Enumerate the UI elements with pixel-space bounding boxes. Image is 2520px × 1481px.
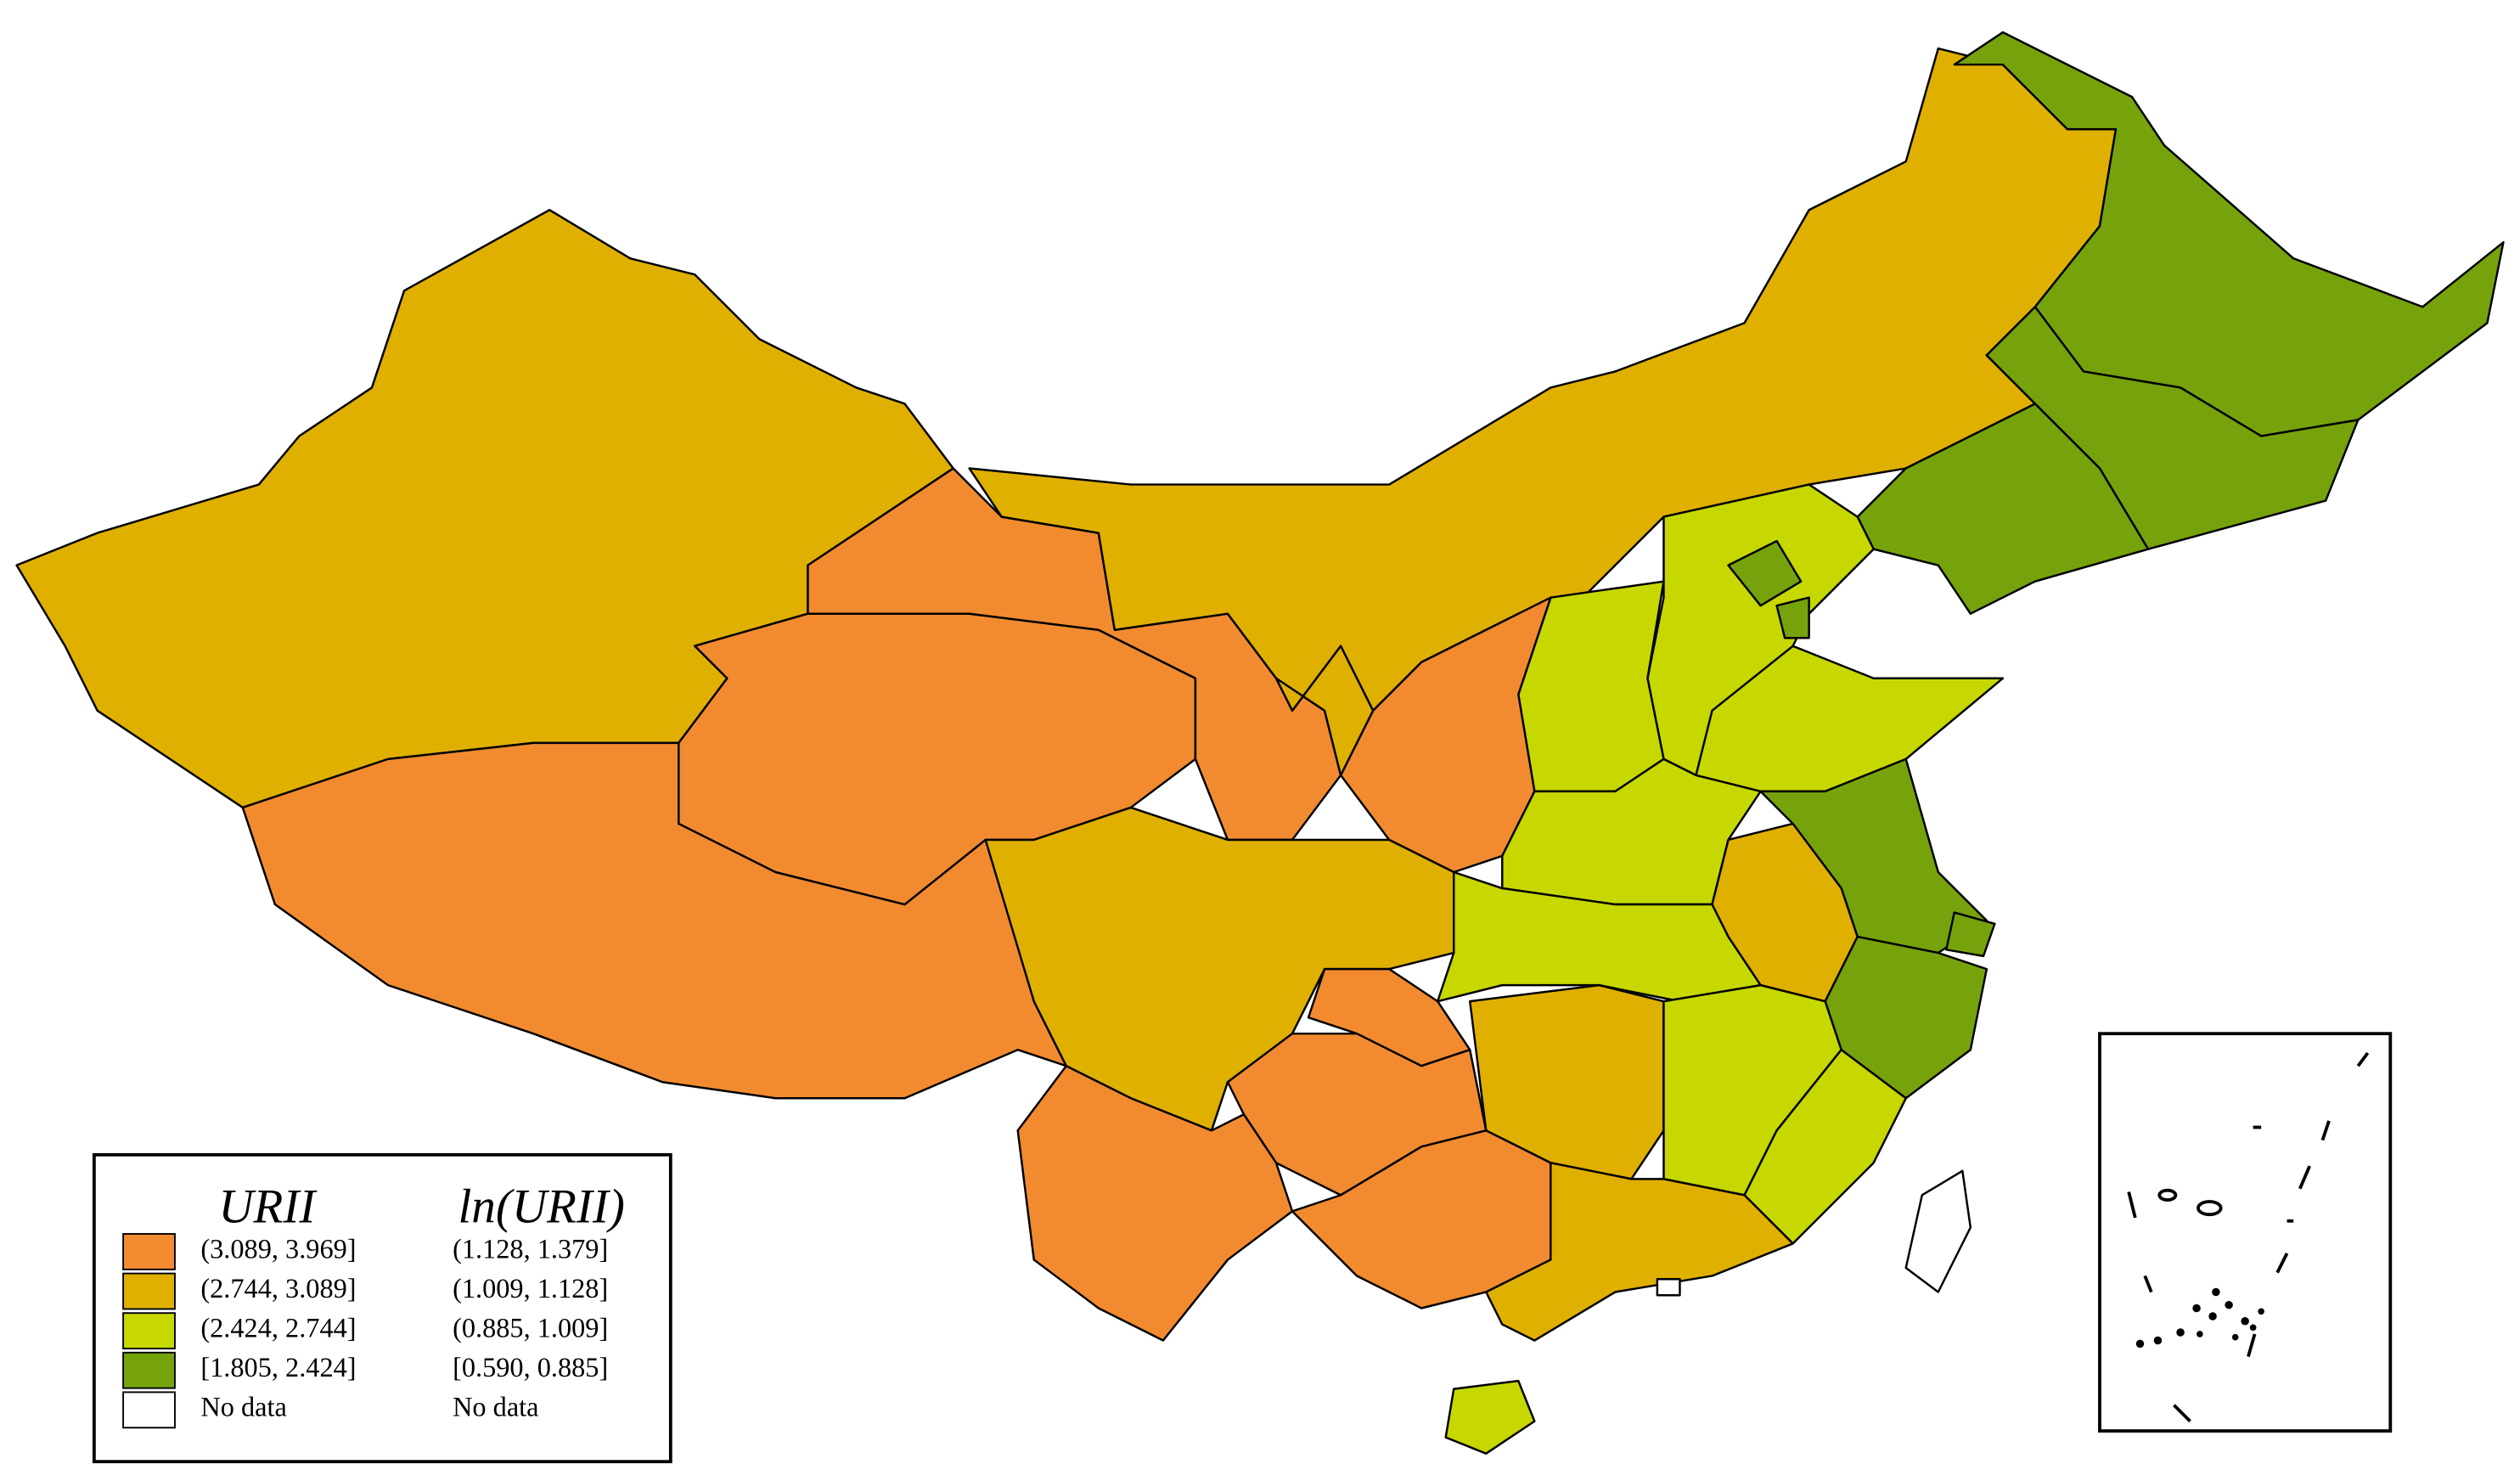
province xyxy=(1444,1379,1536,1455)
province xyxy=(1775,596,1810,639)
legend-header: URII xyxy=(218,1180,318,1233)
provinces xyxy=(15,31,2505,1455)
legend-swatch xyxy=(122,1233,176,1270)
province xyxy=(1945,911,1996,958)
south-sea-inset xyxy=(2098,1032,2393,1433)
legend-ln-label: No data xyxy=(453,1392,538,1422)
legend-ln-label: [0.590, 0.885] xyxy=(453,1352,608,1382)
province xyxy=(1727,539,1803,607)
legend-ln-label: (0.885, 1.009] xyxy=(453,1313,608,1343)
legend-swatch xyxy=(122,1312,176,1349)
legend: URII ln(URII) (3.089, 3.969] (1.128, 1.37… xyxy=(92,1152,672,1464)
legend-ln-label: (1.128, 1.379] xyxy=(453,1233,608,1264)
legend-frame xyxy=(92,1152,672,1464)
legend-urii-label: (2.424, 2.744] xyxy=(200,1313,356,1343)
inset-dots xyxy=(2135,1287,2264,1349)
legend-header: ln(URII) xyxy=(458,1180,624,1233)
province xyxy=(1656,1278,1681,1297)
inset-islands xyxy=(2127,1051,2370,1422)
legend-urii-label: No data xyxy=(200,1392,286,1422)
legend-ln-label: (1.009, 1.128] xyxy=(453,1273,608,1304)
legend-urii-label: (2.744, 3.089] xyxy=(200,1273,356,1304)
province xyxy=(1904,1169,1972,1293)
legend-swatch xyxy=(122,1272,176,1310)
legend-urii-label: (3.089, 3.969] xyxy=(200,1233,356,1264)
legend-urii-label: [1.805, 2.424] xyxy=(200,1352,356,1382)
inset-frame xyxy=(2098,1032,2393,1433)
province xyxy=(1274,645,1375,777)
legend-swatch xyxy=(122,1351,176,1389)
legend-swatch xyxy=(122,1391,176,1429)
province xyxy=(1016,1064,1294,1342)
